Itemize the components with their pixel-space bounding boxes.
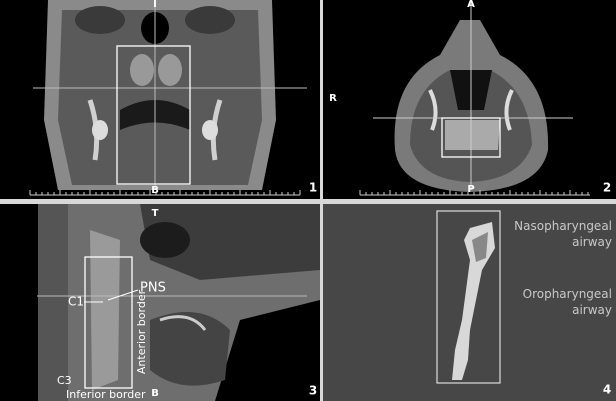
pointer: [107, 289, 139, 301]
annotation: PNS: [140, 281, 166, 296]
airway-model: [472, 232, 488, 262]
annotation: Nasopharyngeal airway: [514, 219, 612, 249]
ruler: [359, 190, 590, 196]
annotation: C3: [57, 374, 72, 387]
orientation-label: T: [152, 208, 159, 219]
sagittal-image: [38, 204, 320, 401]
airway-model: [452, 222, 495, 380]
roi-box: [436, 210, 501, 384]
panel-number: 3: [309, 384, 317, 398]
orientation-label: B: [151, 388, 159, 399]
coronal-image: [44, 0, 276, 190]
orientation-label: R: [329, 93, 337, 104]
panel-number: 4: [603, 383, 611, 397]
ruler: [29, 190, 301, 196]
annotation: Oropharyngeal airway: [522, 287, 612, 317]
roi-box: [441, 117, 501, 158]
roi-box: [84, 256, 133, 389]
annotation: C1: [68, 295, 84, 309]
orientation-label: I: [153, 0, 157, 10]
annotation: Inferior border: [66, 388, 146, 401]
roi-box: [116, 45, 191, 185]
orientation-label: A: [467, 0, 475, 10]
orientation-label: P: [467, 184, 474, 195]
orientation-label: B: [151, 185, 159, 196]
panel-number: 2: [603, 181, 611, 195]
annotation: Anterior border: [135, 289, 148, 374]
panel-number: 1: [309, 181, 317, 195]
